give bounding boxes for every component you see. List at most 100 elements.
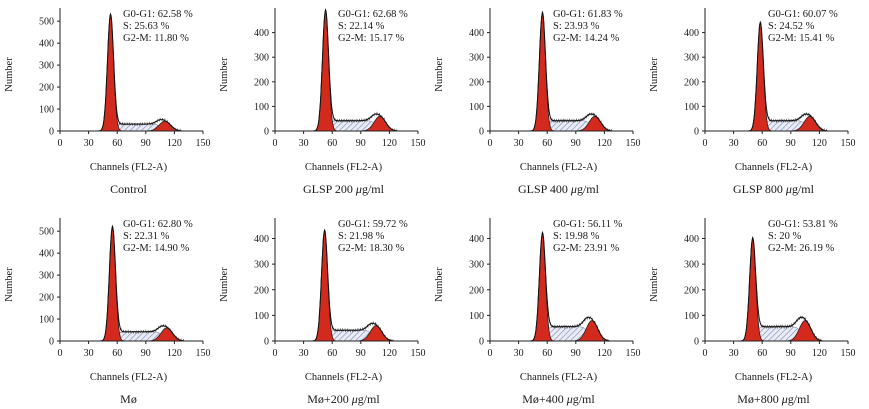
x-tick-label: 30 xyxy=(514,348,524,359)
x-axis-label: Channels (FL2-A) xyxy=(90,162,168,173)
phase-percentage-label: G2-M: 23.91 % xyxy=(553,243,619,254)
y-tick-label: 200 xyxy=(684,285,699,296)
y-tick-label: 100 xyxy=(39,315,54,326)
y-tick-label: 400 xyxy=(684,28,699,39)
histogram-panel: 0 30 60 90 120 150 0 100 200 300 400 500 Channels (F… xyxy=(4,218,211,406)
y-tick-label: 100 xyxy=(684,102,699,113)
y-tick-label: 300 xyxy=(254,53,269,64)
model-fit-line xyxy=(529,230,610,342)
panel-title: Control xyxy=(110,182,147,196)
panel-title: Mø+200 μg/ml xyxy=(307,392,380,406)
histogram-panel: 0 30 60 90 120 150 0 100 200 300 400 Channels (FL2-… xyxy=(649,218,856,406)
phase-percentage-label: G2-M: 15.41 % xyxy=(768,33,834,44)
phase-percentage-label: G0-G1: 62.80 % xyxy=(123,219,193,230)
model-fit-line xyxy=(529,10,612,132)
x-tick-label: 90 xyxy=(786,138,796,149)
x-axis-label: Channels (FL2-A) xyxy=(305,162,383,173)
histogram-panel: 0 30 60 90 120 150 0 100 200 300 400 Channels (FL2-… xyxy=(649,8,856,196)
x-tick-label: 0 xyxy=(273,138,278,149)
y-axis-label: Number xyxy=(434,57,445,92)
x-tick-label: 60 xyxy=(757,348,767,359)
y-tick-label: 400 xyxy=(469,234,484,245)
x-axis-label: Channels (FL2-A) xyxy=(735,372,813,383)
y-tick-label: 200 xyxy=(469,77,484,88)
y-tick-label: 100 xyxy=(469,311,484,322)
x-tick-label: 0 xyxy=(273,348,278,359)
y-tick-label: 300 xyxy=(469,53,484,64)
phase-percentage-label: G0-G1: 56.11 % xyxy=(553,219,623,230)
phase-percentage-label: G2-M: 18.30 % xyxy=(338,243,404,254)
x-tick-label: 30 xyxy=(729,348,739,359)
phase-percentage-label: S: 25.63 % xyxy=(123,21,170,32)
y-tick-label: 200 xyxy=(39,293,54,304)
y-axis-label: Number xyxy=(649,267,660,302)
x-tick-label: 120 xyxy=(382,348,397,359)
phase-percentage-label: G0-G1: 61.83 % xyxy=(553,9,623,20)
phase-percentage-label: G2-M: 14.90 % xyxy=(123,243,189,254)
y-tick-label: 400 xyxy=(684,234,699,245)
y-tick-label: 400 xyxy=(39,249,54,260)
x-tick-label: 150 xyxy=(196,138,211,149)
phase-percentage-label: S: 20 % xyxy=(768,231,802,242)
y-axis-label: Number xyxy=(4,57,15,92)
x-tick-label: 150 xyxy=(626,138,641,149)
x-tick-label: 0 xyxy=(58,138,63,149)
model-fit-line xyxy=(312,8,397,132)
x-tick-label: 30 xyxy=(84,348,94,359)
y-tick-label: 100 xyxy=(39,105,54,116)
g0-g1-peak xyxy=(529,11,556,132)
g0-g1-peak xyxy=(99,225,126,342)
histogram-panel: 0 30 60 90 120 150 0 100 200 300 400 Channels (FL2-… xyxy=(434,218,641,406)
y-tick-label: 300 xyxy=(39,271,54,282)
x-axis-label: Channels (FL2-A) xyxy=(735,162,813,173)
phase-percentage-label: G2-M: 15.17 % xyxy=(338,33,404,44)
y-axis-label: Number xyxy=(434,267,445,302)
phase-percentage-label: G0-G1: 53.81 % xyxy=(768,219,838,230)
y-tick-label: 0 xyxy=(49,337,54,348)
x-tick-label: 120 xyxy=(167,138,182,149)
g0-g1-peak xyxy=(529,232,556,342)
model-fit-line xyxy=(97,12,182,132)
histogram-panel: 0 30 60 90 120 150 0 100 200 300 400 Channels (FL2-… xyxy=(219,8,426,196)
x-tick-label: 90 xyxy=(141,138,151,149)
panel-title: GLSP 200 μg/ml xyxy=(303,182,385,196)
y-tick-label: 300 xyxy=(684,53,699,64)
y-tick-label: 100 xyxy=(469,102,484,113)
y-tick-label: 400 xyxy=(469,28,484,39)
y-tick-label: 0 xyxy=(479,127,484,138)
phase-percentage-label: G0-G1: 59.72 % xyxy=(338,219,408,230)
y-tick-label: 300 xyxy=(39,61,54,72)
x-tick-label: 150 xyxy=(411,138,426,149)
histogram-panel: 0 30 60 90 120 150 0 100 200 300 400 Channels (FL2-… xyxy=(219,218,426,406)
panel-title: GLSP 800 μg/ml xyxy=(733,182,815,196)
y-tick-label: 200 xyxy=(684,77,699,88)
x-tick-label: 120 xyxy=(167,348,182,359)
model-fit-line xyxy=(746,20,827,132)
x-tick-label: 150 xyxy=(841,138,856,149)
x-tick-label: 120 xyxy=(812,348,827,359)
histogram-panel: 0 30 60 90 120 150 0 100 200 300 400 500 Channels (F… xyxy=(4,8,211,196)
phase-percentage-label: G0-G1: 60.07 % xyxy=(768,9,838,20)
x-tick-label: 60 xyxy=(112,138,122,149)
model-fit-line xyxy=(739,236,823,342)
y-tick-label: 100 xyxy=(684,311,699,322)
x-tick-label: 120 xyxy=(382,138,397,149)
x-tick-label: 60 xyxy=(327,138,337,149)
x-tick-label: 0 xyxy=(488,348,493,359)
phase-percentage-label: S: 22.31 % xyxy=(123,231,170,242)
y-tick-label: 200 xyxy=(39,83,54,94)
x-tick-label: 150 xyxy=(196,348,211,359)
x-tick-label: 60 xyxy=(757,138,767,149)
y-tick-label: 0 xyxy=(479,337,484,348)
x-tick-label: 90 xyxy=(786,348,796,359)
x-axis-label: Channels (FL2-A) xyxy=(520,372,598,383)
x-tick-label: 0 xyxy=(488,138,493,149)
y-axis-label: Number xyxy=(649,57,660,92)
x-tick-label: 30 xyxy=(84,138,94,149)
y-tick-label: 400 xyxy=(39,39,54,50)
phase-percentage-label: G2-M: 11.80 % xyxy=(123,33,189,44)
x-tick-label: 60 xyxy=(327,348,337,359)
x-tick-label: 60 xyxy=(112,348,122,359)
y-tick-label: 0 xyxy=(264,337,269,348)
y-tick-label: 200 xyxy=(254,77,269,88)
